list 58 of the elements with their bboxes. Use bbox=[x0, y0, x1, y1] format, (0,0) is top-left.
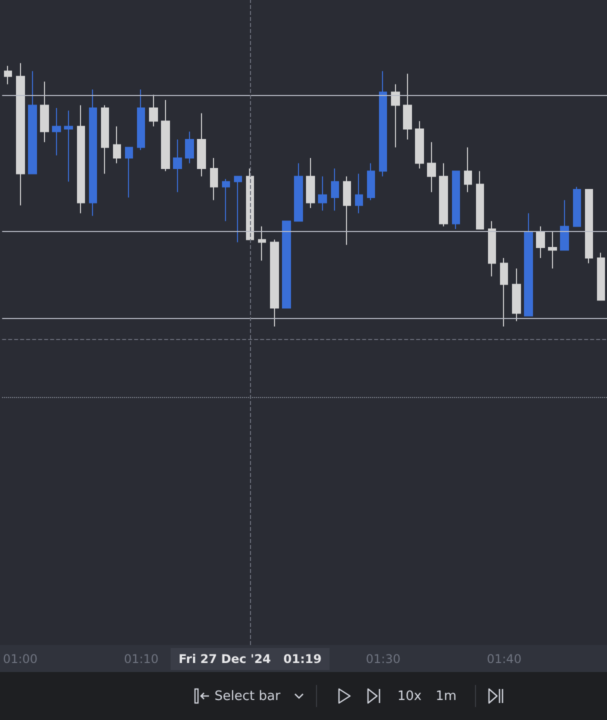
candlestick bbox=[343, 176, 351, 246]
candlestick bbox=[294, 162, 303, 222]
candlestick bbox=[52, 107, 61, 156]
candlestick bbox=[16, 62, 25, 206]
candlestick bbox=[391, 84, 400, 148]
candlestick bbox=[89, 89, 97, 216]
text: 10x bbox=[397, 688, 422, 704]
x-tick-label: Fri 27 Dec '24 01:19 bbox=[178, 652, 322, 666]
candlestick bbox=[306, 157, 315, 208]
candlestick bbox=[536, 226, 545, 258]
candlestick bbox=[125, 146, 133, 198]
text: 1m bbox=[436, 688, 456, 704]
candlestick bbox=[77, 104, 85, 214]
candlestick bbox=[282, 220, 291, 309]
candlestick bbox=[137, 89, 145, 151]
candlestick bbox=[101, 104, 109, 174]
candlestick bbox=[597, 252, 605, 301]
candlestick bbox=[222, 178, 230, 222]
candlestick bbox=[173, 139, 182, 193]
candlestick bbox=[161, 100, 170, 172]
candlestick bbox=[355, 173, 363, 214]
candlestick bbox=[452, 170, 460, 230]
candlestick bbox=[427, 142, 436, 193]
candlestick bbox=[439, 162, 448, 227]
candlestick bbox=[318, 176, 327, 212]
candlestick bbox=[40, 81, 49, 143]
candlestick bbox=[585, 189, 593, 264]
candlestick bbox=[270, 239, 279, 327]
candlestick bbox=[28, 70, 37, 174]
candlestick bbox=[560, 200, 569, 251]
x-tick-label: 01:30 bbox=[366, 652, 400, 666]
candlestick bbox=[185, 131, 194, 164]
candlestick bbox=[4, 65, 12, 85]
candlestick bbox=[258, 226, 266, 262]
candlestick bbox=[246, 168, 254, 240]
candlestick bbox=[524, 212, 533, 316]
candlestick bbox=[512, 268, 521, 322]
candlestick bbox=[573, 186, 581, 227]
x-tick-label: 01:10 bbox=[124, 652, 159, 666]
x-tick-label: 01:00 bbox=[2, 652, 38, 666]
candlestick bbox=[379, 70, 387, 177]
text: Select bar bbox=[214, 688, 280, 704]
candlestick bbox=[367, 162, 375, 201]
candlestick bbox=[113, 126, 121, 164]
candlestick bbox=[197, 112, 206, 177]
candlestick bbox=[500, 258, 508, 327]
candlestick bbox=[234, 176, 242, 243]
candlestick bbox=[331, 168, 339, 212]
candlestick bbox=[210, 157, 218, 201]
candlestick bbox=[403, 73, 412, 140]
candlestick bbox=[415, 120, 424, 169]
candlestick bbox=[64, 110, 73, 182]
candlestick bbox=[476, 170, 484, 230]
x-tick-label: 01:40 bbox=[486, 652, 522, 666]
candlestick bbox=[488, 220, 496, 277]
candlestick bbox=[149, 94, 158, 127]
candlestick bbox=[464, 146, 472, 193]
candlestick bbox=[548, 231, 557, 270]
